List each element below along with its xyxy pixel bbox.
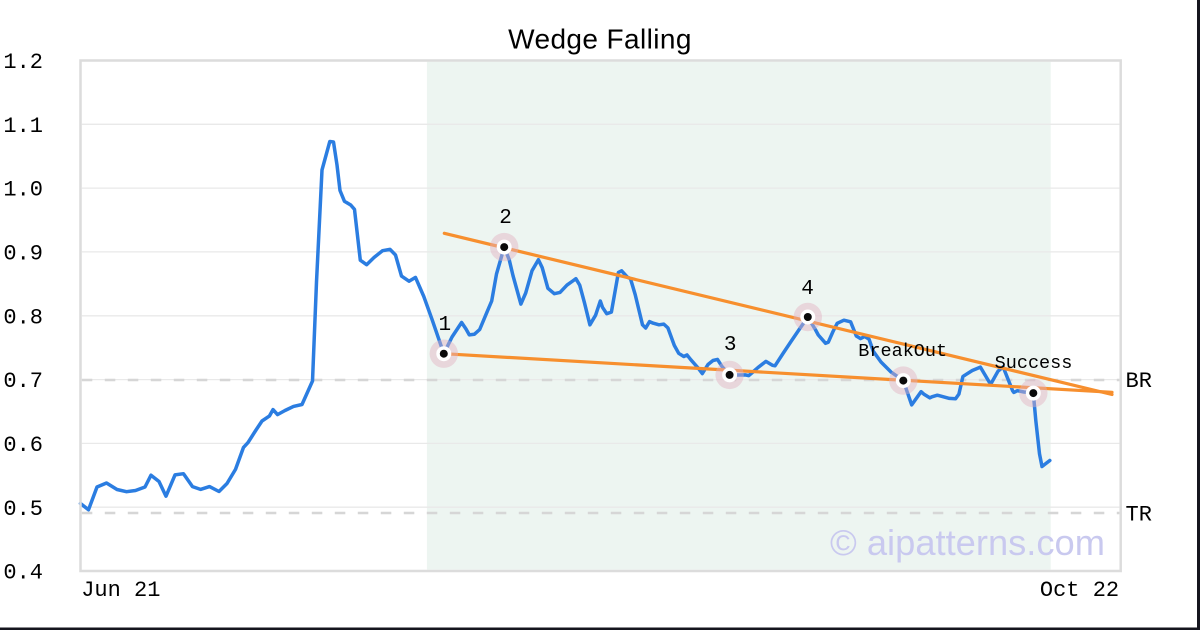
svg-text:3: 3 [724,334,737,357]
svg-text:© aipatterns.com: © aipatterns.com [830,522,1105,563]
svg-text:1.2: 1.2 [3,50,43,75]
svg-text:BreakOut: BreakOut [858,341,947,362]
svg-text:0.5: 0.5 [3,497,43,522]
svg-text:2: 2 [499,207,512,230]
svg-text:1.0: 1.0 [3,178,43,203]
svg-text:TR: TR [1126,503,1152,528]
svg-text:Wedge Falling: Wedge Falling [508,24,692,55]
svg-text:Success: Success [995,353,1073,374]
svg-text:0.8: 0.8 [3,305,43,330]
svg-text:BR: BR [1126,369,1152,394]
svg-text:0.4: 0.4 [3,561,43,586]
svg-text:1: 1 [438,314,451,337]
svg-text:1.1: 1.1 [3,114,43,139]
svg-text:0.7: 0.7 [3,369,43,394]
svg-text:Jun 21: Jun 21 [81,578,160,603]
svg-text:4: 4 [801,278,814,301]
svg-text:0.6: 0.6 [3,433,43,458]
svg-text:0.9: 0.9 [3,242,43,267]
svg-text:Oct 22: Oct 22 [1040,578,1119,603]
